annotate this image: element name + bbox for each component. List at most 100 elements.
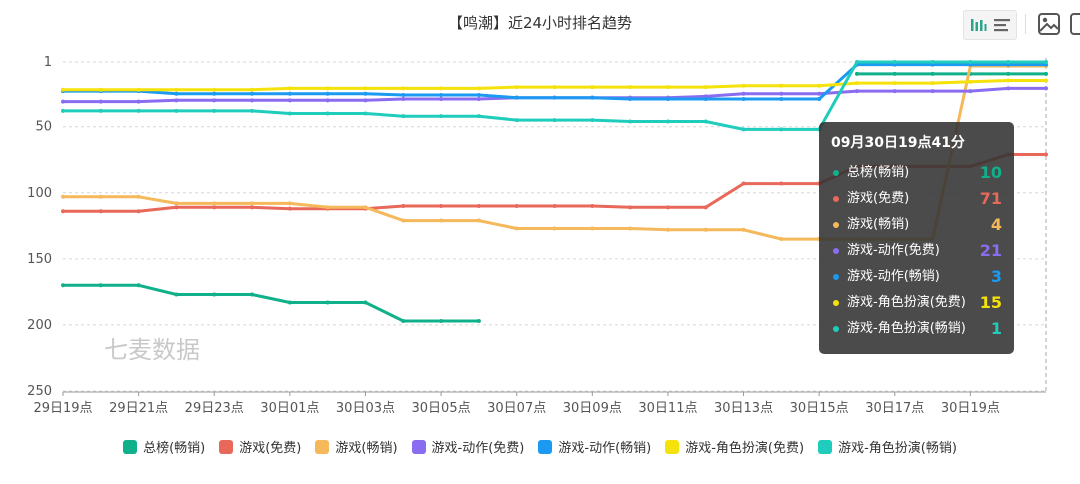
legend-label: 游戏-角色扮演(免费) [685, 441, 805, 456]
tooltip-series-name: 游戏-角色扮演(免费) [847, 295, 966, 310]
series-point-0 [98, 283, 103, 288]
legend-item[interactable]: 游戏-动作(免费) [411, 437, 524, 456]
legend-item[interactable]: 游戏-角色扮演(畅销) [818, 437, 957, 456]
series-point-3 [1044, 86, 1048, 91]
y-tick-label: 100 [27, 186, 52, 201]
legend-item[interactable]: 游戏(畅销) [315, 437, 398, 456]
x-tick-label: 30日01点 [260, 401, 319, 416]
series-point-6 [779, 127, 784, 132]
x-tick-label: 30日03点 [336, 401, 395, 416]
series-point-1 [287, 206, 292, 211]
tooltip-title: 09月30日19点41分 [831, 135, 965, 151]
series-point-5 [401, 86, 406, 91]
view-toggle-group [963, 10, 1017, 40]
legend-swatch [411, 439, 426, 454]
list-icon[interactable] [991, 15, 1013, 35]
legend-item[interactable]: 游戏-角色扮演(免费) [665, 437, 804, 456]
legend-item[interactable]: 游戏(免费) [219, 437, 301, 456]
series-point-2 [552, 226, 557, 231]
series-point-3 [61, 99, 65, 104]
tooltip-series-value: 1 [990, 319, 1002, 338]
series-point-2 [250, 201, 255, 206]
legend-item[interactable]: 总榜(畅销) [123, 437, 205, 456]
series-point-5 [98, 87, 103, 92]
legend-swatch [538, 439, 553, 454]
legend-label: 游戏(免费) [239, 441, 302, 456]
legend-item[interactable]: 游戏-动作(畅销) [538, 437, 651, 456]
series-point-6 [854, 60, 859, 64]
tooltip-row: 游戏-动作(免费) 21 [831, 238, 1002, 264]
series-point-2 [628, 226, 633, 231]
series-point-5 [363, 86, 368, 91]
series-point-5 [287, 86, 292, 91]
chart-tooltip: 09月30日19点41分 总榜(畅销) 10 游戏(免费) 71 游戏(畅销) 4 游戏-动… [819, 122, 1014, 354]
image-download-icon[interactable] [1036, 12, 1062, 36]
series-point-1 [439, 204, 444, 209]
series-point-5 [741, 83, 746, 88]
tooltip-dot [833, 170, 839, 176]
tooltip-series-name: 总榜(畅销) [847, 165, 910, 180]
y-tick-label: 50 [35, 120, 52, 135]
series-point-0 [930, 71, 935, 76]
series-point-0 [439, 318, 444, 323]
tooltip-row: 游戏-角色扮演(免费) 15 [831, 290, 1002, 316]
x-tick-label: 30日17点 [865, 401, 924, 416]
series-point-4 [401, 93, 406, 98]
series-point-5 [136, 87, 141, 92]
series-point-6 [174, 108, 179, 113]
toolbar-divider [1025, 14, 1026, 34]
legend-swatch [315, 439, 330, 454]
tooltip-dot [833, 196, 839, 202]
series-point-4 [628, 96, 633, 101]
x-tick-label: 30日09点 [563, 401, 622, 416]
series-point-6 [363, 111, 368, 116]
legend-swatch [123, 439, 138, 454]
bar-chart-icon[interactable] [967, 15, 989, 35]
tooltip-row: 游戏-角色扮演(畅销) 1 [831, 316, 1002, 342]
series-point-3 [174, 98, 179, 103]
series-point-5 [325, 86, 330, 91]
series-point-2 [61, 194, 65, 199]
series-point-6 [401, 114, 406, 119]
series-point-1 [401, 204, 406, 209]
x-tick-label: 29日21点 [109, 401, 168, 416]
series-point-1 [98, 209, 103, 214]
series-point-2 [401, 218, 406, 223]
series-point-6 [439, 114, 444, 119]
series-point-5 [61, 87, 65, 92]
legend-swatch [219, 439, 234, 454]
series-point-4 [439, 93, 444, 98]
series-point-1 [61, 209, 65, 214]
series-point-3 [968, 89, 973, 94]
series-point-4 [514, 95, 519, 100]
series-point-5 [854, 81, 859, 86]
series-point-3 [363, 98, 368, 103]
series-point-2 [665, 227, 670, 232]
series-point-3 [817, 91, 822, 96]
tooltip-dot [833, 248, 839, 254]
tooltip-series-value: 71 [979, 189, 1002, 208]
tooltip-dot [833, 222, 839, 228]
chart-title: 【鸣潮】近24小时排名趋势 [447, 14, 633, 32]
series-point-1 [779, 181, 784, 186]
tooltip-series-name: 游戏-角色扮演(畅销) [847, 321, 966, 336]
y-tick-label: 150 [27, 252, 52, 267]
series-point-0 [61, 283, 65, 288]
series-point-2 [476, 218, 481, 223]
series-point-2 [212, 201, 217, 206]
series-point-6 [212, 108, 217, 113]
series-point-6 [892, 60, 897, 64]
series-point-5 [817, 83, 822, 88]
series-point-3 [1006, 86, 1011, 91]
crop-icon[interactable] [1068, 12, 1080, 36]
series-point-2 [741, 227, 746, 232]
tooltip-series-value: 3 [990, 267, 1002, 286]
series-point-6 [325, 111, 330, 116]
series-point-0 [1006, 71, 1011, 76]
series-point-5 [1044, 78, 1048, 83]
series-line-0 [63, 283, 479, 323]
series-point-3 [325, 98, 330, 103]
legend-label: 游戏-动作(畅销) [558, 441, 652, 456]
y-tick-label: 200 [27, 318, 52, 333]
x-tick-label: 29日23点 [185, 401, 244, 416]
